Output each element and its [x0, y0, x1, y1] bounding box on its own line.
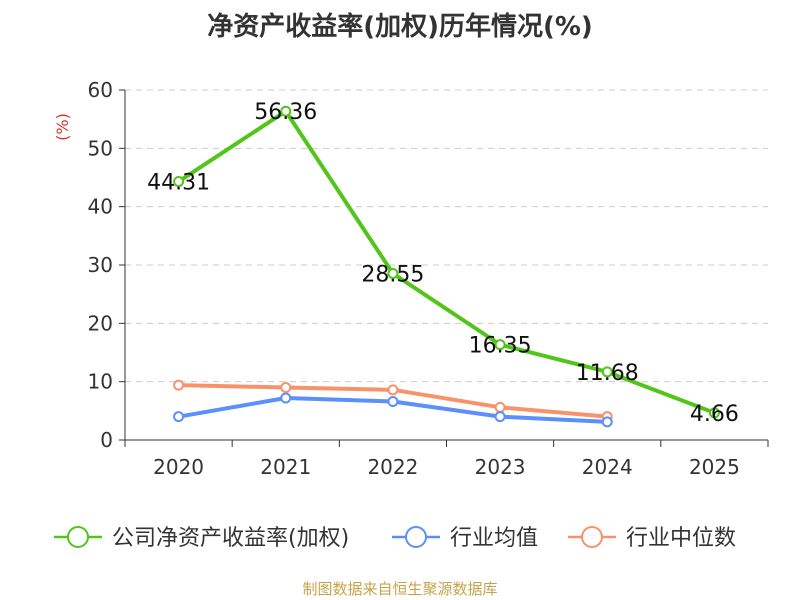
data-label: 11.68 — [576, 361, 639, 386]
data-point — [708, 407, 720, 419]
data-label: 4.66 — [690, 402, 739, 427]
data-point — [280, 382, 292, 393]
legend-marker — [581, 526, 603, 548]
x-tick-label: 2025 — [689, 455, 740, 479]
data-point — [387, 384, 399, 396]
legend-item[interactable]: 行业均值 — [392, 526, 538, 551]
legend-marker — [67, 526, 89, 548]
series-lines — [173, 105, 720, 428]
x-tick-label: 2024 — [582, 455, 633, 479]
y-tick-label: 40 — [88, 195, 113, 219]
data-point — [173, 411, 185, 423]
data-point — [601, 416, 613, 428]
data-label: 16.35 — [469, 334, 532, 359]
x-tick-label: 2022 — [367, 455, 418, 479]
data-point — [494, 339, 506, 351]
x-tick-label: 2021 — [260, 455, 311, 479]
x-tick-label: 2023 — [475, 455, 526, 479]
data-point — [387, 267, 399, 279]
legend-item[interactable]: 公司净资产收益率(加权) — [54, 526, 349, 551]
legend-label: 公司净资产收益率(加权) — [112, 526, 349, 551]
y-tick-label: 30 — [88, 253, 113, 277]
x-tick-label: 2020 — [153, 455, 204, 479]
chart-title: 净资产收益率(加权)历年情况(%) — [207, 12, 593, 42]
data-point — [280, 105, 292, 117]
legend-item[interactable]: 行业中位数 — [568, 526, 736, 551]
axes: 0 10 20 30 40 50 60 2020 2021 2022 2023 2024 2025 — [88, 78, 769, 479]
y-tick-label: 10 — [88, 370, 113, 394]
legend-label: 行业均值 — [450, 526, 538, 551]
data-point — [494, 411, 506, 423]
grid-lines — [125, 89, 768, 383]
data-point — [280, 392, 292, 404]
y-tick-label: 60 — [88, 78, 113, 102]
y-tick-label: 0 — [100, 428, 113, 452]
y-tick-label: 20 — [88, 311, 113, 335]
data-point — [173, 379, 185, 391]
legend-marker — [405, 526, 427, 548]
series-line — [176, 109, 717, 415]
data-point — [173, 176, 185, 188]
data-point — [494, 401, 506, 413]
data-point — [601, 366, 613, 378]
y-tick-label: 50 — [88, 136, 113, 160]
data-point — [387, 396, 399, 407]
footer-source: 制图数据来自恒生聚源数据库 — [302, 580, 498, 598]
legend[interactable]: 公司净资产收益率(加权) 行业均值 行业中位数 — [54, 526, 736, 551]
data-label: 56.36 — [254, 100, 317, 125]
legend-label: 行业中位数 — [626, 526, 736, 551]
y-axis-label: (%) — [53, 113, 72, 141]
data-label: 28.55 — [361, 262, 424, 287]
data-labels: 44.31 56.36 28.55 16.35 11.68 4.66 — [147, 100, 739, 427]
data-label: 44.31 — [147, 171, 210, 196]
